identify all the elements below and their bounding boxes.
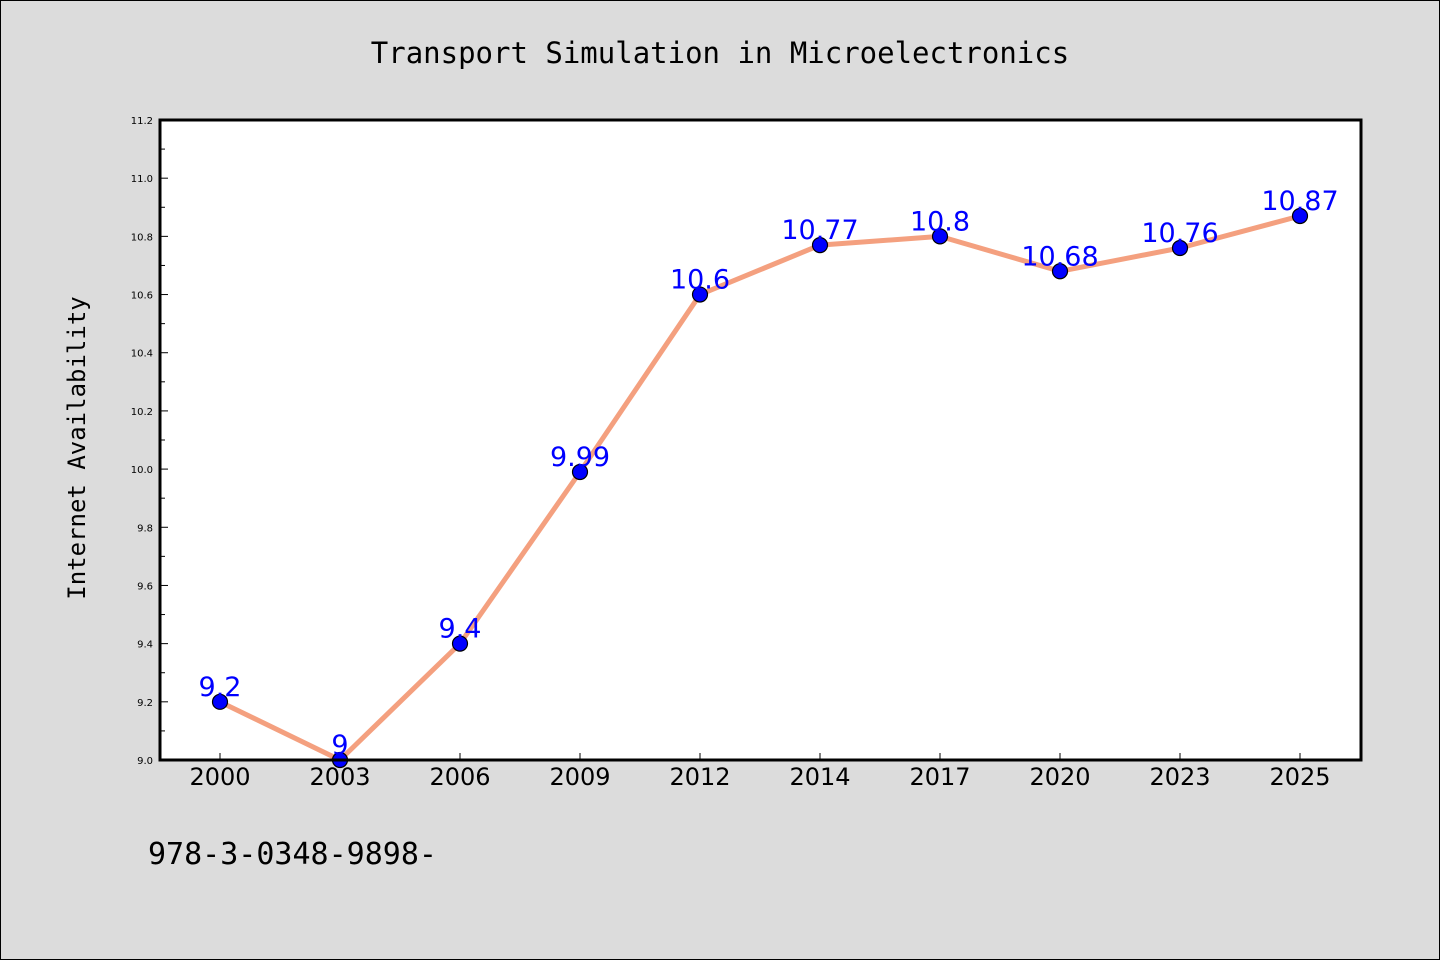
y-axis: 9.0 9.2 9.4 9.6 9.8 10.0 10.2 10.4 10.6 10.8 11.0 1…	[131, 116, 168, 767]
x-tick-label: 2023	[1149, 763, 1210, 791]
y-tick-label: 9.2	[137, 698, 153, 709]
x-tick-label: 2017	[909, 763, 970, 791]
y-axis-label: Internet Availability	[63, 296, 91, 599]
y-tick-label: 10.8	[131, 232, 153, 243]
x-tick-label: 2020	[1029, 763, 1090, 791]
data-point-marker	[451, 635, 469, 652]
data-label: 10.87	[1261, 186, 1338, 217]
y-tick-label: 9.8	[137, 523, 153, 534]
x-tick-label: 2025	[1269, 763, 1330, 791]
data-point-marker	[571, 463, 589, 481]
y-tick-label: 10.6	[131, 291, 153, 302]
series-line	[217, 213, 1303, 763]
chart-title: Transport Simulation in Microelectronics	[371, 36, 1069, 70]
data-point-marker	[811, 236, 829, 254]
data-point-marker	[1291, 207, 1309, 225]
y-tick-label: 11.2	[131, 116, 153, 127]
data-label: 10.76	[1141, 218, 1218, 249]
data-point-marker	[931, 228, 949, 245]
y-tick-label: 9.4	[137, 640, 153, 651]
y-tick-label: 10.2	[131, 407, 153, 418]
data-label: 9.4	[439, 614, 482, 645]
y-tick-label: 10.0	[131, 465, 153, 476]
y-tick-label: 10.4	[131, 349, 153, 360]
y-tick-label: 9.0	[137, 756, 153, 767]
x-tick-label: 2000	[189, 763, 250, 791]
x-tick-label: 2009	[549, 763, 610, 791]
data-point-marker	[1051, 263, 1069, 280]
data-label: 10.77	[781, 215, 858, 246]
series-line-group: 9.2 9 9.4 9.99 10.6 10.77 10.8 10.68 10.76 10.87	[199, 186, 1339, 769]
data-point-marker	[211, 693, 229, 710]
y-tick-label: 9.6	[137, 581, 153, 592]
x-tick-label: 2006	[429, 763, 490, 791]
x-tick-label: 2014	[789, 763, 850, 791]
plot-border	[158, 118, 1363, 762]
x-axis: 2000 2003 2006 2009 2012 2014 2017 2020 2023 2025	[189, 753, 1331, 791]
footer-code: 978-3-0348-9898-	[148, 837, 437, 872]
data-point-marker	[1171, 239, 1189, 257]
x-tick-label: 2012	[669, 763, 730, 791]
data-label: 10.8	[910, 206, 970, 237]
y-tick-label: 11.0	[131, 174, 153, 185]
data-label: 9.2	[199, 672, 242, 703]
data-label: 10.68	[1021, 241, 1098, 272]
plot-area	[160, 120, 1361, 760]
data-label: 10.6	[670, 265, 730, 296]
data-label: 9	[331, 730, 348, 761]
data-label: 9.99	[550, 442, 610, 473]
data-point-marker	[691, 286, 709, 303]
